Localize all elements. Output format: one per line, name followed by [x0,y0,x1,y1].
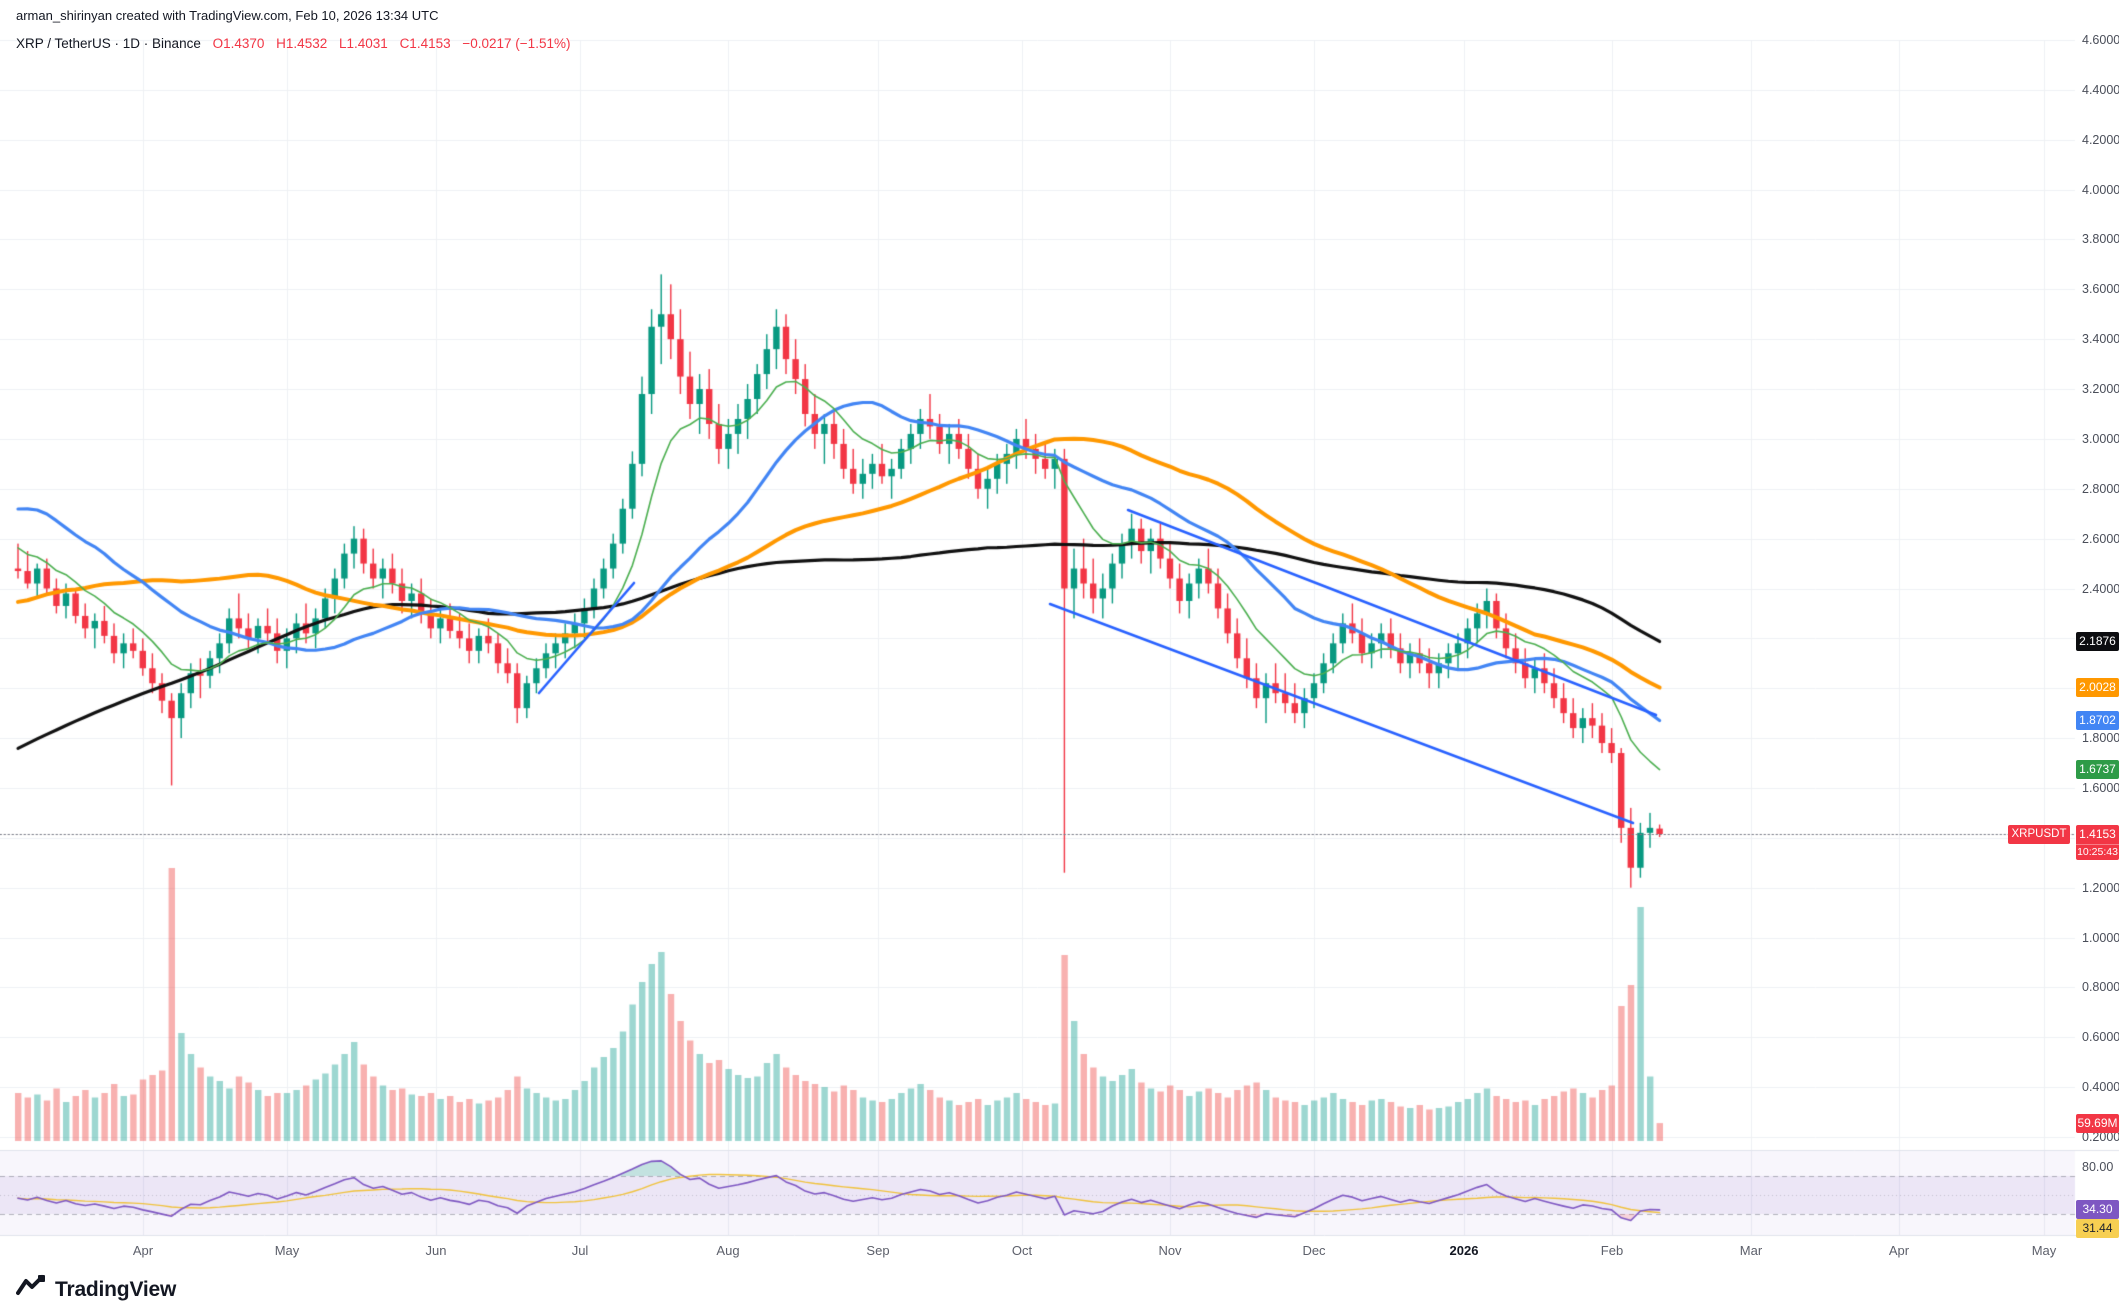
price-tick-label: 0.8000 [2082,980,2119,995]
price-tick-label: 0.2000 [2082,1130,2119,1144]
last-price-label: 1.4153 10:25:43 [2076,824,2119,860]
price-tick-label: 2.4000 [2082,581,2119,596]
time-axis-label-feb-10: Feb [1600,1243,1624,1258]
price-tick-label: 3.0000 [2082,431,2119,446]
attribution-line: arman_shirinyan created with TradingView… [16,8,439,23]
ma-200-price-label: 2.1876 [2076,631,2119,651]
time-axis-label-dec-8: Dec [1302,1243,1326,1258]
ohlc-low: L1.4031 [338,36,388,51]
price-tick-label: 1.0000 [2082,930,2119,945]
ohlc-change: −0.0217 (−1.51%) [462,36,571,51]
time-axis-label-jun-2: Jun [425,1243,447,1258]
price-tick-label: 4.6000 [2082,33,2119,47]
price-tick-label: 4.4000 [2082,82,2119,97]
ohlc-open: O1.4370 [212,36,265,51]
price-tick-label: 2.6000 [2082,531,2119,546]
time-axis-label-aug-4: Aug [716,1243,740,1258]
time-axis-label-apr-12: Apr [1888,1243,1910,1258]
price-tick-label: 1.2000 [2082,880,2119,895]
time-axis-label-oct-6: Oct [1011,1243,1033,1258]
ma-100-price-label: 2.0028 [2076,678,2119,698]
price-tick-label: 3.8000 [2082,232,2119,247]
volume-value-label: 59.69M [2076,1113,2119,1133]
price-tick-label: 1.6000 [2082,780,2119,795]
price-tick-label: 3.2000 [2082,382,2119,397]
price-tick-label: 1.8000 [2082,731,2119,746]
rsi-value-label: 34.30 [2076,1200,2119,1220]
rsi-tick-label: 80.00 [2082,1159,2114,1174]
price-tick-label: 0.6000 [2082,1030,2119,1045]
time-axis-label-nov-7: Nov [1158,1243,1182,1258]
time-axis-label-apr-0: Apr [132,1243,154,1258]
price-tick-label: 3.4000 [2082,332,2119,347]
time-axis-label-jul-3: Jul [571,1243,589,1258]
ema-21-price-label: 1.6737 [2076,760,2119,780]
price-tick-label: 4.0000 [2082,182,2119,197]
bar-close-countdown: 10:25:43 [2076,843,2119,858]
tradingview-logo-text: TradingView [55,1277,177,1301]
tradingview-logo-icon [16,1274,46,1305]
time-axis-label-may-13: May [2031,1243,2057,1258]
time-axis-label-sep-5: Sep [866,1243,890,1258]
time-axis-label-2026-9: 2026 [1449,1243,1479,1258]
price-tick-label: 4.2000 [2082,132,2119,147]
ma-50-price-label: 1.8702 [2076,711,2119,731]
time-axis-label-may-1: May [274,1243,300,1258]
price-tick-label: 3.6000 [2082,282,2119,297]
rsi-ma-value-label: 31.44 [2076,1219,2119,1239]
time-axis-label-mar-11: Mar [1739,1243,1763,1258]
symbol-title[interactable]: XRP / TetherUS · 1D · Binance [16,36,201,51]
last-price-value: 1.4153 [2079,826,2116,841]
price-tick-label: 0.4000 [2082,1080,2119,1095]
symbol-price-tag: XRPUSDT [2008,824,2070,844]
ohlc-close: C1.4153 [399,36,451,51]
symbol-legend: XRP / TetherUS · 1D · Binance O1.4370 H1… [16,36,570,51]
price-tick-label: 2.8000 [2082,481,2119,496]
tradingview-logo[interactable]: TradingView [16,1274,176,1305]
ohlc-high: H1.4532 [276,36,328,51]
